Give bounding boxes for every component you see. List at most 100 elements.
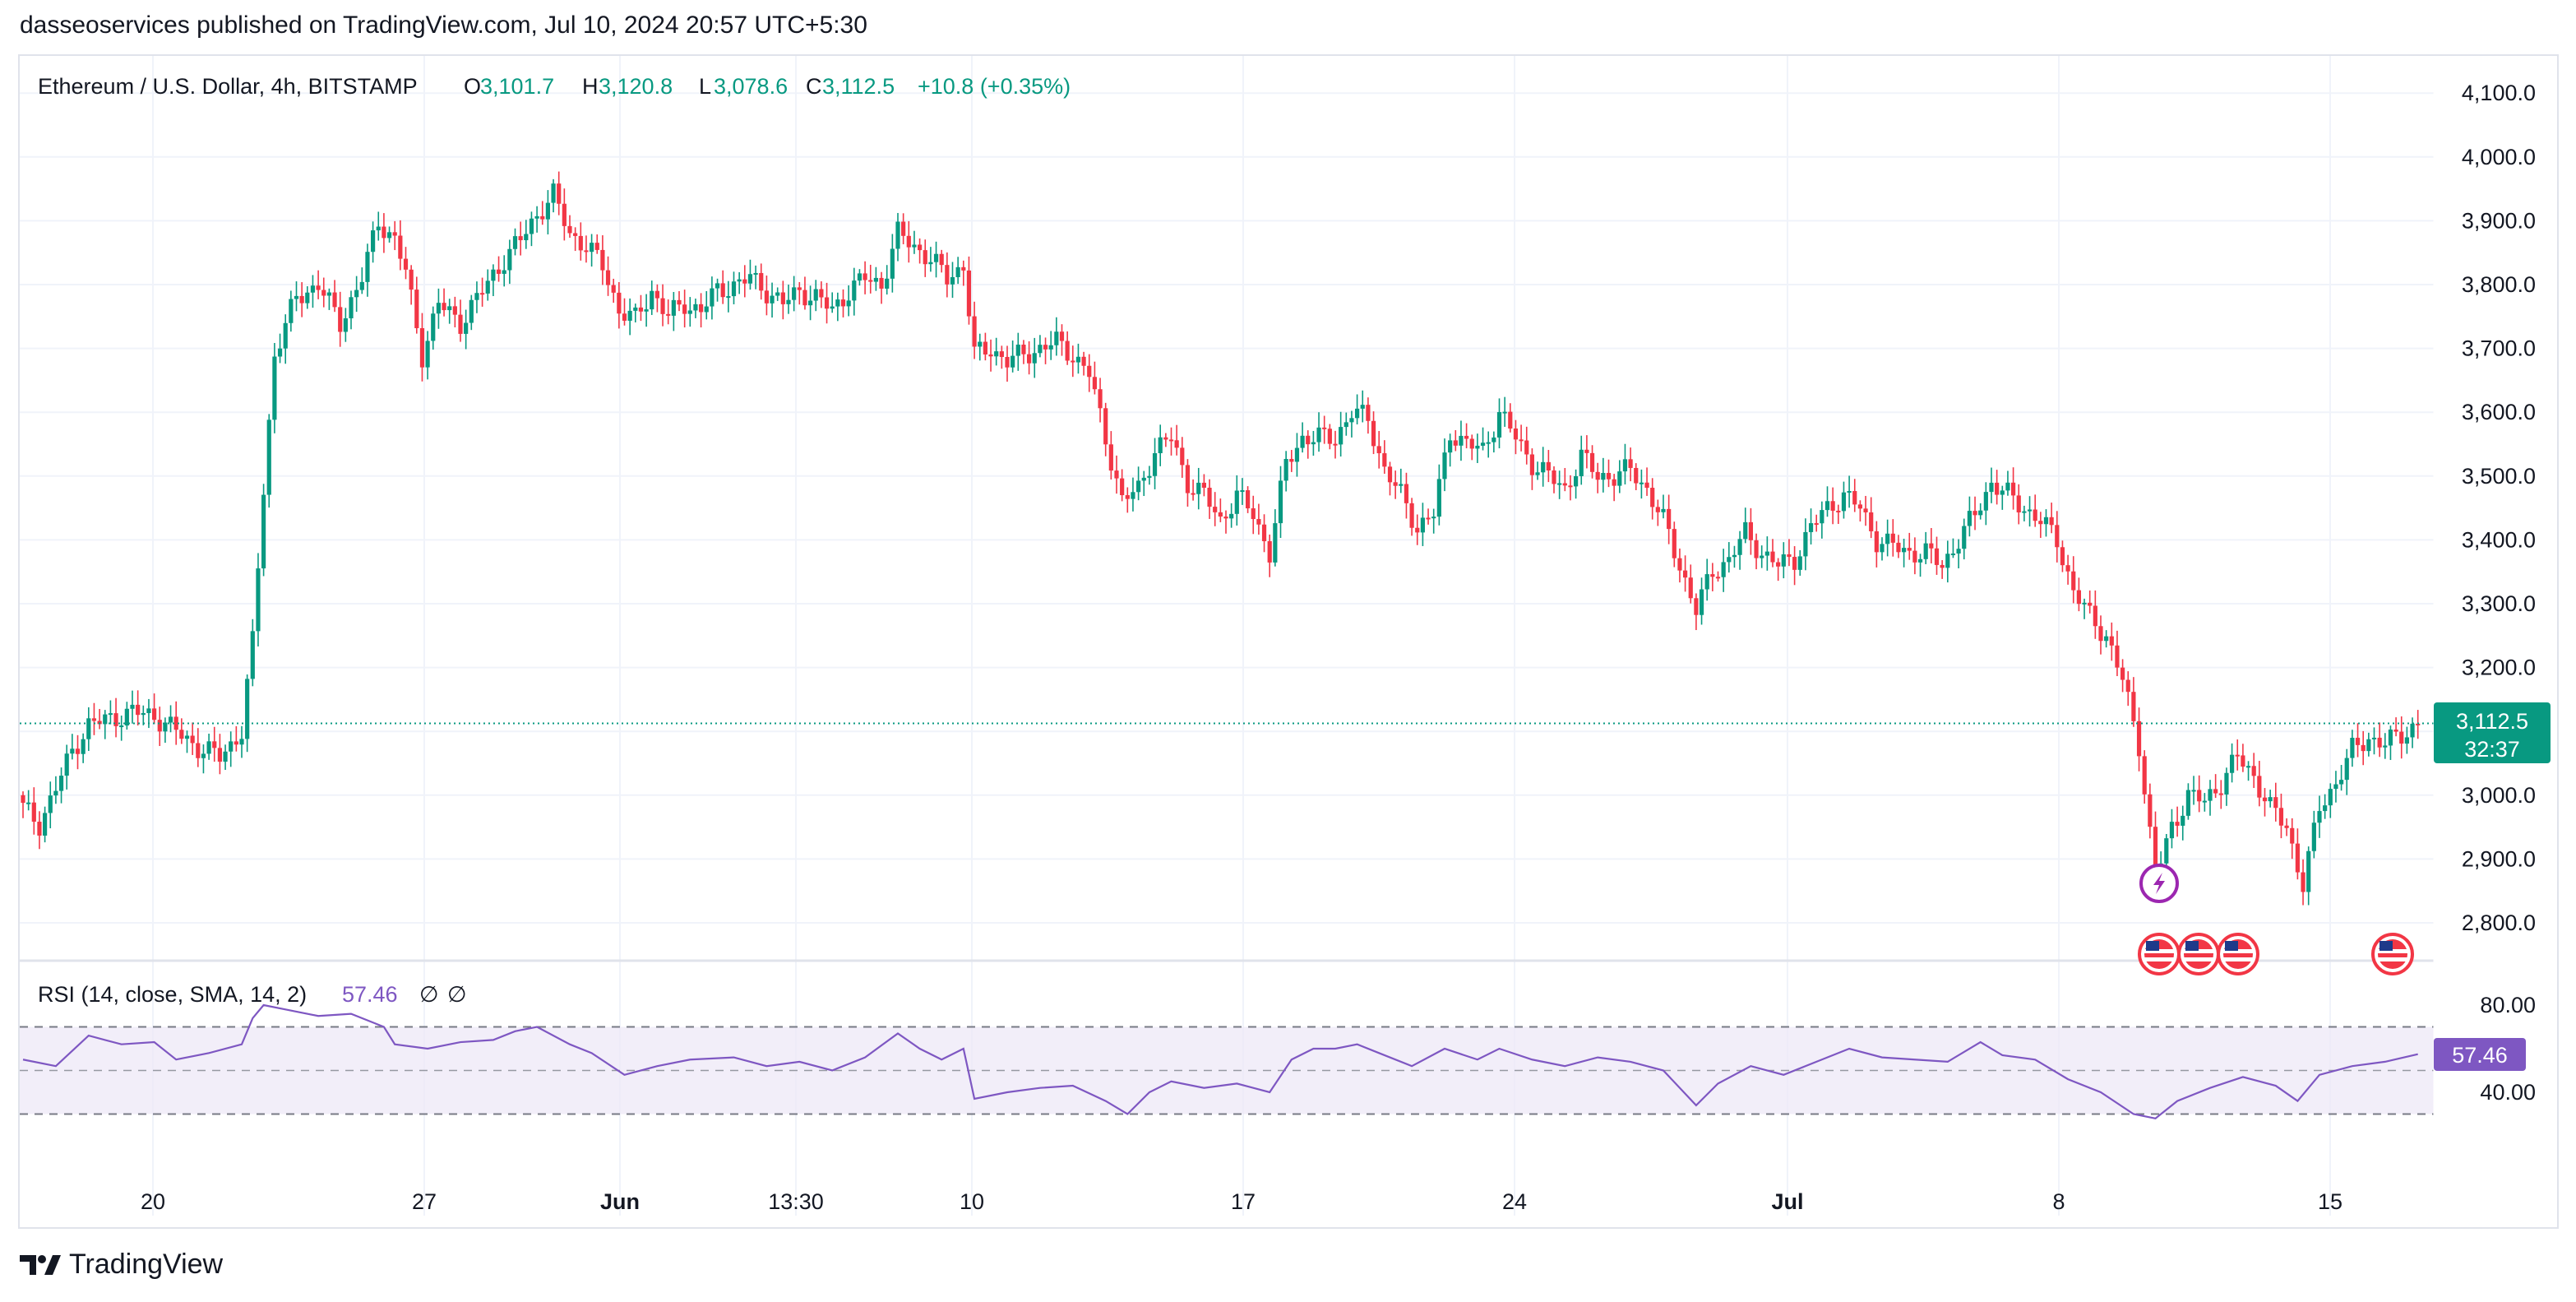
flag-stripe <box>2378 957 2407 961</box>
candle <box>2169 809 2175 849</box>
chart-frame[interactable]: 2,800.02,900.03,000.03,100.03,200.03,300… <box>18 54 2559 1229</box>
tradingview-logo[interactable]: TradingView <box>20 1249 223 1281</box>
candle <box>885 265 890 295</box>
candle-body <box>786 299 791 304</box>
candle-body <box>359 281 364 290</box>
candle <box>398 220 403 271</box>
candle-body <box>1606 473 1612 480</box>
candle <box>1672 521 1676 568</box>
us-flag-icon[interactable] <box>2217 933 2259 975</box>
candle-body <box>1180 447 1185 466</box>
candle <box>2306 846 2311 906</box>
candle <box>1639 469 1644 499</box>
price-tick-label: 4,000.0 <box>2462 145 2536 169</box>
legend-close-value: 3,112.5 <box>822 74 895 99</box>
us-flag-icon[interactable] <box>2138 933 2181 975</box>
candle <box>86 707 91 751</box>
economic-events[interactable] <box>2138 933 2414 975</box>
candle <box>1989 467 1994 503</box>
candle <box>1732 545 1737 568</box>
candle <box>1125 487 1130 513</box>
candle-body <box>1890 533 1895 543</box>
candle-body <box>737 279 742 282</box>
candle-body <box>562 203 567 226</box>
candle <box>2076 577 2081 612</box>
candle <box>2000 485 2005 510</box>
candle-body <box>1316 427 1321 442</box>
candle-body <box>524 234 529 241</box>
candle-body <box>234 741 238 745</box>
candle-body <box>1283 459 1288 481</box>
candle-body <box>928 262 933 265</box>
time-tick-label: Jun <box>600 1189 640 1214</box>
candle-body <box>1513 429 1519 440</box>
candle <box>1240 478 1245 505</box>
candle-body <box>813 289 818 301</box>
candle <box>786 285 791 314</box>
candle <box>540 201 545 225</box>
candle-body <box>338 307 343 332</box>
candle-body <box>1962 526 1967 549</box>
candle-body <box>1339 427 1343 445</box>
candle-body <box>365 252 370 282</box>
candle <box>1852 479 1857 512</box>
candle-body <box>1048 345 1053 350</box>
rsi-legend-value: 57.46 <box>342 982 398 1007</box>
candle-body <box>2355 738 2361 745</box>
candle <box>2361 730 2366 766</box>
candle-body <box>1748 521 1753 540</box>
candle <box>452 296 457 328</box>
candle-body <box>1327 429 1332 444</box>
candle <box>141 705 146 725</box>
chart-legend-symbol[interactable]: Ethereum / U.S. Dollar, 4h, BITSTAMP <box>38 74 418 99</box>
candles[interactable] <box>21 171 2421 906</box>
candle <box>1869 497 1874 539</box>
candle <box>1343 412 1348 436</box>
candle <box>933 241 939 278</box>
candle-body <box>1059 331 1065 341</box>
candle-body <box>2000 490 2005 495</box>
candle <box>266 414 271 508</box>
candle <box>2120 659 2125 693</box>
candle <box>1967 496 1972 537</box>
candle <box>283 314 288 364</box>
candle <box>108 700 113 725</box>
candle-body <box>1234 490 1239 514</box>
candle <box>2311 810 2316 859</box>
last-price-badge[interactable]: 3,112.5 32:37 <box>2434 702 2551 763</box>
candle-body <box>950 276 955 285</box>
candle <box>1420 503 1425 546</box>
candle-body <box>1820 510 1824 524</box>
candle <box>75 734 81 770</box>
chart-canvas[interactable]: 2,800.02,900.03,000.03,100.03,200.03,300… <box>20 56 2557 1227</box>
candle <box>239 725 244 758</box>
candle-body <box>1218 512 1223 517</box>
event-flash-icon[interactable] <box>2139 864 2179 903</box>
us-flag-icon[interactable] <box>2177 933 2220 975</box>
candle-body <box>1502 411 1507 414</box>
candle <box>2388 725 2393 760</box>
candle-body <box>775 292 780 296</box>
candle-body <box>687 310 692 314</box>
candle <box>1890 519 1895 557</box>
rsi-value-badge[interactable]: 57.46 <box>2434 1038 2526 1071</box>
rsi-legend-title[interactable]: RSI (14, close, SMA, 14, 2) <box>38 982 307 1007</box>
candle-body <box>545 202 550 220</box>
candle <box>2208 780 2213 816</box>
candle <box>403 247 409 280</box>
candle-body <box>2202 800 2207 803</box>
candle-body <box>1163 437 1168 440</box>
candle <box>163 717 168 744</box>
candle-body <box>2323 805 2328 812</box>
candle-body <box>70 748 75 754</box>
candle-body <box>584 250 589 253</box>
candle <box>2104 630 2109 648</box>
candle-body <box>1322 427 1327 429</box>
candle-body <box>21 795 25 804</box>
candle <box>895 212 900 262</box>
candle <box>524 220 529 249</box>
candle-body <box>2175 822 2180 826</box>
candle <box>2016 484 2021 525</box>
candle <box>1366 397 1371 434</box>
us-flag-icon[interactable] <box>2371 933 2414 975</box>
